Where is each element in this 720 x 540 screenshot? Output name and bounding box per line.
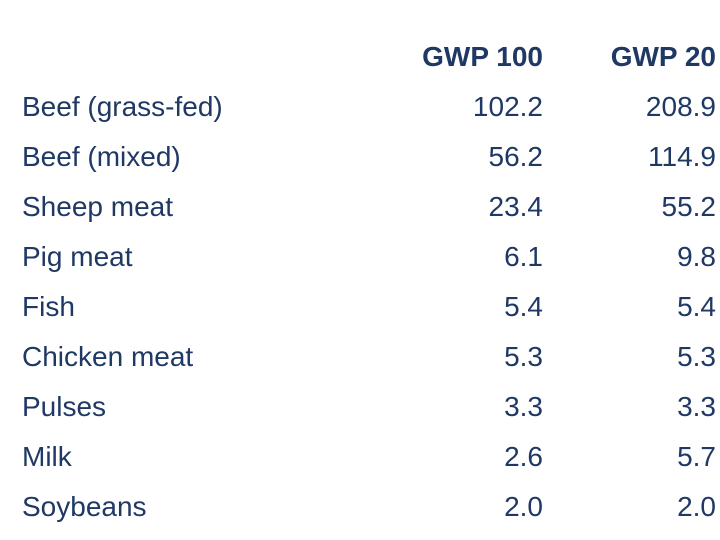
table-row: Beef (grass-fed) 102.2 208.9 [0, 82, 720, 132]
table-row: Soybeans 2.0 2.0 [0, 482, 720, 532]
gwp20-value: 2.0 [677, 491, 716, 522]
gwp100-value: 5.4 [504, 291, 543, 322]
gwp20-value: 9.8 [677, 241, 716, 272]
gwp20-value: 3.3 [677, 391, 716, 422]
gwp20-value: 5.4 [677, 291, 716, 322]
gwp20-value: 55.2 [661, 191, 717, 222]
header-row: GWP 100 GWP 20 [0, 32, 720, 82]
gwp100-value: 5.3 [504, 341, 543, 372]
row-label: Soybeans [22, 491, 147, 522]
table-row: Beef (mixed) 56.2 114.9 [0, 132, 720, 182]
gwp100-value: 2.0 [504, 491, 543, 522]
row-label: Fish [22, 291, 75, 322]
table-row: Fish 5.4 5.4 [0, 282, 720, 332]
row-label: Beef (grass-fed) [22, 91, 223, 122]
gwp100-value: 2.6 [504, 441, 543, 472]
gwp20-value: 208.9 [645, 91, 716, 122]
row-label: Pig meat [22, 241, 133, 272]
row-label: Chicken meat [22, 341, 194, 372]
row-label: Sheep meat [22, 191, 173, 222]
gwp100-value: 102.2 [472, 91, 543, 122]
row-label: Milk [22, 441, 72, 472]
gwp100-value: 23.4 [488, 191, 544, 222]
gwp100-value: 3.3 [504, 391, 543, 422]
gwp20-value: 114.9 [648, 141, 716, 172]
gwp20-value: 5.3 [677, 341, 716, 372]
gwp100-value: 56.2 [488, 141, 544, 172]
gwp20-header: GWP 20 [610, 41, 716, 72]
row-label: Beef (mixed) [22, 141, 181, 172]
table-row: Sheep meat 23.4 55.2 [0, 182, 720, 232]
gwp-comparison-table: GWP 100 GWP 20 Beef (grass-fed) 102.2 20… [0, 32, 720, 532]
empty-header-cell [0, 32, 363, 82]
table-row: Milk 2.6 5.7 [0, 432, 720, 482]
gwp100-header: GWP 100 [422, 41, 543, 72]
gwp100-value: 6.1 [504, 241, 543, 272]
table-row: Pulses 3.3 3.3 [0, 382, 720, 432]
table-row: Chicken meat 5.3 5.3 [0, 332, 720, 382]
gwp20-value: 5.7 [677, 441, 716, 472]
table-row: Pig meat 6.1 9.8 [0, 232, 720, 282]
row-label: Pulses [22, 391, 107, 422]
